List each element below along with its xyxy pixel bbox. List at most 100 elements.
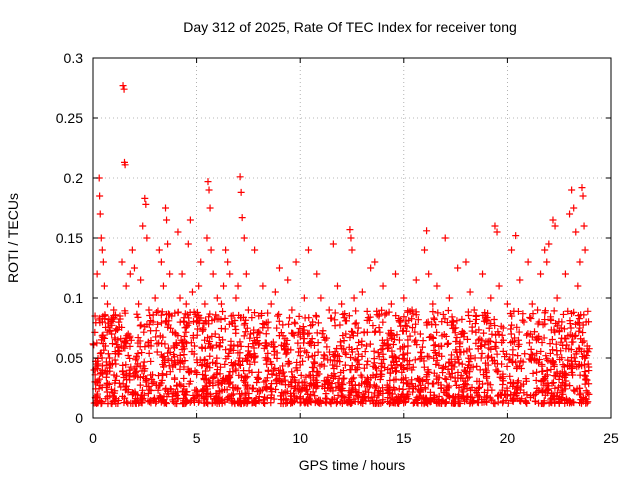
roti-band-point	[366, 340, 374, 348]
roti-band-point	[221, 314, 229, 322]
roti-point	[375, 312, 383, 320]
roti-band-point	[304, 353, 312, 361]
roti-band-point	[279, 321, 287, 329]
roti-band-point	[199, 370, 207, 378]
roti-point	[255, 312, 263, 320]
roti-band-point	[448, 351, 456, 359]
roti-band-point	[417, 349, 425, 357]
roti-band-point	[496, 391, 504, 399]
roti-band-point	[549, 359, 557, 367]
roti-band-point	[511, 334, 519, 342]
roti-band-point	[147, 387, 155, 395]
roti-band-point	[369, 322, 377, 330]
roti-band-point	[471, 354, 479, 362]
roti-point	[166, 270, 174, 278]
roti-band-point	[546, 340, 554, 348]
roti-band-point	[431, 341, 439, 349]
roti-band-point	[503, 350, 511, 358]
roti-band-point	[188, 348, 196, 356]
x-tick-labels: 0 5 10 15 20 25	[89, 430, 619, 446]
roti-band-point	[566, 320, 574, 328]
roti-band-point	[553, 392, 561, 400]
roti-point	[557, 324, 565, 332]
roti-band-point	[143, 382, 151, 390]
roti-point	[576, 258, 584, 266]
roti-band-point	[453, 353, 461, 361]
roti-point	[491, 222, 499, 230]
roti-point	[240, 234, 248, 242]
roti-band-point	[301, 399, 309, 407]
roti-band-point	[476, 366, 484, 374]
roti-band-point	[548, 336, 556, 344]
roti-band-point	[566, 362, 574, 370]
roti-band-point	[577, 389, 585, 397]
roti-band-point	[505, 356, 513, 364]
roti-band-point	[467, 355, 475, 363]
roti-band-point	[383, 381, 391, 389]
roti-band-point	[529, 310, 537, 318]
roti-band-point	[165, 362, 173, 370]
roti-point	[141, 194, 149, 202]
roti-band-point	[535, 332, 543, 340]
roti-band-point	[180, 363, 188, 371]
roti-band-point	[225, 380, 233, 388]
roti-band-point	[293, 358, 301, 366]
roti-point	[209, 270, 217, 278]
roti-band-point	[570, 386, 578, 394]
roti-band-point	[375, 324, 383, 332]
roti-band-point	[427, 333, 435, 341]
roti-band-point	[193, 308, 201, 316]
roti-band-point	[435, 392, 443, 400]
roti-band-point	[547, 326, 555, 334]
roti-point	[404, 342, 412, 350]
roti-point	[296, 330, 304, 338]
roti-band-point	[466, 400, 474, 408]
roti-point	[137, 276, 145, 284]
roti-band-point	[498, 331, 506, 339]
roti-point	[578, 184, 586, 192]
roti-band-point	[405, 385, 413, 393]
roti-band-point	[322, 390, 330, 398]
roti-band-point	[492, 338, 500, 346]
roti-band-point	[533, 388, 541, 396]
roti-band-point	[231, 400, 239, 408]
roti-point	[429, 300, 437, 308]
roti-band-point	[520, 389, 528, 397]
roti-band-point	[325, 348, 333, 356]
roti-point	[114, 336, 122, 344]
roti-band-point	[510, 391, 518, 399]
roti-point	[499, 324, 507, 332]
roti-point	[267, 300, 275, 308]
roti-band-point	[583, 352, 591, 360]
roti-band-point	[430, 380, 438, 388]
roti-band-point	[235, 398, 243, 406]
roti-band-point	[268, 388, 276, 396]
roti-band-point	[215, 333, 223, 341]
x-tick-label: 5	[193, 430, 201, 446]
roti-band-point	[349, 328, 357, 336]
roti-band-point	[285, 314, 293, 322]
roti-band-point	[103, 379, 111, 387]
roti-band-point	[326, 356, 334, 364]
roti-band-point	[398, 368, 406, 376]
roti-band-point	[539, 321, 547, 329]
roti-band-point	[311, 399, 319, 407]
roti-band-point	[470, 397, 478, 405]
roti-band-point	[466, 317, 474, 325]
roti-point	[354, 324, 362, 332]
roti-point	[98, 246, 106, 254]
roti-band-point	[102, 395, 110, 403]
roti-band-point	[509, 351, 517, 359]
roti-band-point	[251, 397, 259, 405]
roti-band-point	[550, 372, 558, 380]
roti-band-point	[126, 376, 134, 384]
roti-band-point	[406, 332, 414, 340]
roti-point	[584, 360, 592, 368]
roti-band-point	[338, 379, 346, 387]
roti-band-point	[551, 399, 559, 407]
roti-band-point	[486, 381, 494, 389]
roti-band-point	[444, 392, 452, 400]
roti-band-point	[186, 308, 194, 316]
y-tick-label: 0.15	[56, 230, 83, 246]
